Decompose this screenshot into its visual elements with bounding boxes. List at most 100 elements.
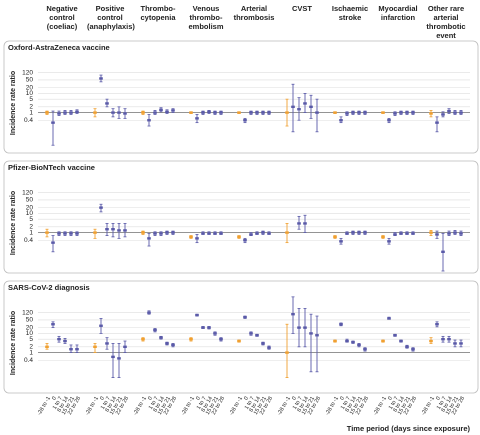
point-estimate — [453, 342, 457, 345]
y-tick-label: 50 — [26, 197, 34, 204]
point-estimate — [93, 111, 97, 114]
point-estimate — [165, 110, 169, 114]
point-estimate — [291, 105, 295, 109]
point-estimate — [105, 102, 109, 105]
point-estimate — [459, 232, 463, 235]
point-estimate — [171, 231, 175, 234]
x-tick-label: 0 — [339, 396, 346, 402]
point-estimate — [261, 111, 265, 114]
point-estimate — [207, 110, 211, 114]
point-estimate — [297, 108, 301, 111]
point-estimate — [447, 337, 451, 341]
point-estimate — [117, 111, 121, 114]
point-estimate — [303, 326, 307, 329]
point-estimate — [75, 110, 79, 114]
y-tick-label: 5 — [29, 96, 33, 103]
y-tick-label: 120 — [22, 309, 33, 316]
point-estimate — [405, 111, 409, 114]
x-tick-label: 0 — [195, 396, 202, 402]
point-estimate — [387, 119, 391, 122]
y-tick-label: 20 — [26, 204, 34, 211]
point-estimate — [51, 323, 55, 326]
point-estimate — [435, 121, 439, 124]
point-estimate — [165, 342, 169, 345]
point-estimate — [309, 105, 313, 109]
point-estimate — [93, 345, 97, 349]
x-tick-label: -28 to -1 — [181, 396, 196, 417]
point-estimate — [105, 342, 109, 345]
point-estimate — [339, 323, 343, 326]
column-header: Arterial thrombosis — [233, 4, 275, 22]
point-estimate — [189, 337, 193, 341]
x-axis-title: Time period (days since exposure) — [347, 424, 471, 433]
point-estimate — [381, 339, 385, 343]
point-estimate — [315, 111, 319, 114]
point-estimate — [345, 112, 349, 115]
point-estimate — [123, 112, 127, 115]
point-estimate — [297, 222, 301, 225]
y-tick-label: 0.4 — [24, 357, 33, 364]
point-estimate — [153, 232, 157, 235]
point-estimate — [141, 111, 145, 114]
point-estimate — [201, 111, 205, 114]
point-estimate — [105, 228, 109, 231]
y-axis-title: Incidence rate ratio — [10, 71, 17, 135]
x-tick-label: -28 to -1 — [229, 396, 244, 417]
y-tick-label: 1 — [29, 349, 33, 356]
point-estimate — [237, 111, 241, 114]
point-estimate — [57, 112, 61, 115]
point-estimate — [45, 345, 49, 349]
point-estimate — [153, 111, 157, 114]
point-estimate — [213, 111, 217, 114]
point-estimate — [381, 111, 385, 114]
point-estimate — [51, 241, 55, 244]
point-estimate — [147, 311, 151, 314]
x-tick-label: -28 to -1 — [133, 396, 148, 417]
y-tick-label: 20 — [26, 84, 34, 91]
point-estimate — [351, 111, 355, 114]
point-estimate — [315, 334, 319, 337]
point-estimate — [99, 206, 103, 209]
y-tick-label: 50 — [26, 317, 34, 324]
panel-box — [3, 40, 479, 154]
point-estimate — [219, 337, 223, 341]
point-estimate — [237, 339, 241, 343]
x-tick-label: 0 — [243, 396, 250, 402]
panel-box — [3, 280, 479, 394]
y-tick-label: 10 — [26, 210, 34, 217]
x-tick-label: 0 — [147, 396, 154, 402]
point-estimate — [441, 337, 445, 341]
point-estimate — [159, 336, 163, 339]
point-estimate — [429, 112, 433, 115]
point-estimate — [69, 348, 73, 351]
x-tick-label: 0 — [387, 396, 394, 402]
point-estimate — [69, 232, 73, 235]
point-estimate — [345, 339, 349, 343]
y-tick-label: 120 — [22, 69, 33, 76]
point-estimate — [171, 109, 175, 112]
point-estimate — [213, 232, 217, 235]
point-estimate — [261, 342, 265, 345]
point-estimate — [351, 340, 355, 344]
column-header: Ischaemic stroke — [331, 4, 369, 22]
point-estimate — [441, 250, 445, 253]
point-estimate — [351, 231, 355, 234]
y-axis-title: Incidence rate ratio — [10, 311, 17, 375]
point-estimate — [357, 231, 361, 234]
y-tick-label: 1 — [29, 229, 33, 236]
point-estimate — [333, 339, 337, 343]
point-estimate — [333, 111, 337, 114]
point-estimate — [75, 348, 79, 351]
point-estimate — [333, 235, 337, 239]
x-tick-label: -28 to -1 — [373, 396, 388, 417]
point-estimate — [63, 232, 67, 235]
point-estimate — [201, 326, 205, 329]
point-estimate — [159, 232, 163, 235]
point-estimate — [447, 109, 451, 113]
point-estimate — [45, 111, 49, 114]
point-estimate — [255, 232, 259, 235]
point-estimate — [303, 222, 307, 225]
point-estimate — [141, 231, 145, 234]
point-estimate — [429, 231, 433, 234]
